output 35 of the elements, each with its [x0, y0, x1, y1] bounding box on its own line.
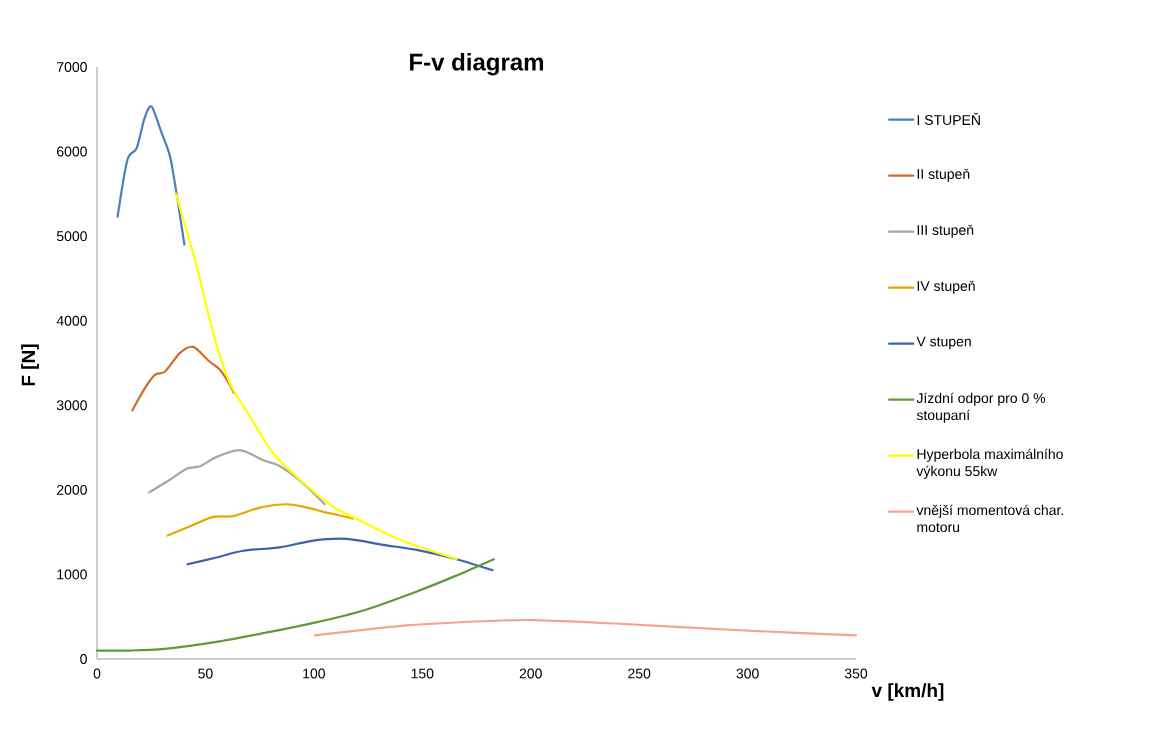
y-axis-title: F [N]: [21, 344, 39, 386]
y-tick-label: 6000: [57, 146, 87, 157]
legend-label: II stupeň: [917, 168, 970, 182]
x-axis-title: v [km/h]: [871, 683, 944, 701]
chart-title: F-v diagram: [410, 52, 544, 76]
line-series: [95, 558, 495, 652]
y-tick-label: 4000: [56, 315, 87, 326]
legend-label: Hyperbola maximálního výkonu 55kw: [916, 448, 1063, 479]
x-tick-label: 250: [628, 668, 651, 679]
x-tick-label: 300: [736, 668, 759, 679]
line-series: [186, 537, 494, 572]
y-tick-label: 1000: [57, 569, 87, 580]
line-series: [131, 345, 235, 412]
line-series: [148, 449, 326, 506]
legend-label: V stupen: [916, 336, 971, 350]
y-tick-label: 3000: [56, 400, 87, 411]
legend-label: IV stupeň: [917, 280, 975, 294]
y-tick-label: 0: [80, 654, 87, 664]
line-series: [174, 192, 458, 561]
x-tick-label: 350: [844, 668, 868, 679]
legend-label: vnější momentová char. motoru: [916, 504, 1063, 533]
x-tick-label: 100: [303, 668, 325, 679]
line-series: [166, 503, 354, 537]
legend-label: Jízdní odpor pro 0 % stoupaní: [916, 392, 1046, 423]
line-series: [116, 105, 186, 246]
legend-label: III stupeň: [917, 224, 974, 238]
x-tick-label: 200: [519, 668, 542, 679]
y-tick-label: 2000: [57, 484, 87, 495]
y-tick-label: 5000: [56, 231, 87, 242]
x-tick-label: 50: [198, 668, 213, 679]
legend-label: I STUPEŇ: [917, 112, 980, 126]
y-tick-label: 7000: [57, 62, 87, 72]
line-series: [313, 618, 858, 637]
x-tick-label: 0: [93, 668, 101, 679]
x-tick-label: 150: [411, 668, 434, 679]
